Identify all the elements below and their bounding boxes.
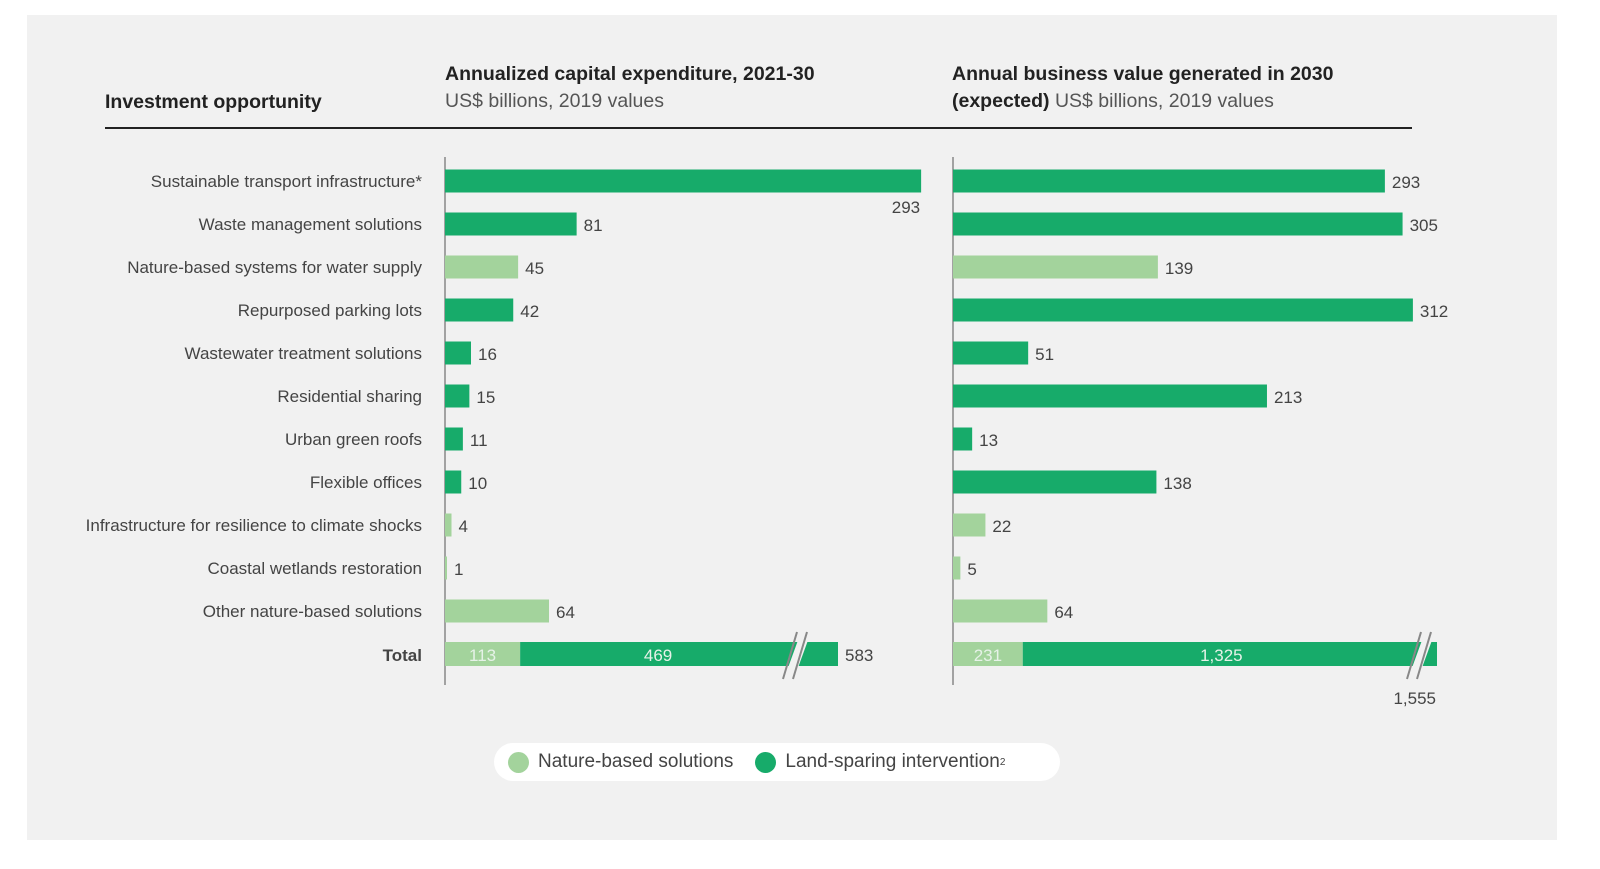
left-data-label: 42 <box>520 302 539 321</box>
legend: Nature-based solutions Land-sparing inte… <box>494 743 1060 781</box>
right-bar <box>953 599 1048 623</box>
category-label: Wastewater treatment solutions <box>185 344 422 363</box>
right-data-label: 22 <box>992 517 1011 536</box>
right-total-nature-label: 231 <box>974 646 1002 665</box>
right-chart-title: Annual business value generated in 2030 <box>952 63 1334 85</box>
legend-item-nature: Nature-based solutions <box>508 751 733 773</box>
legend-swatch-nature <box>508 751 529 773</box>
left-bar <box>445 212 577 236</box>
right-data-label: 139 <box>1165 259 1193 278</box>
category-label: Flexible offices <box>310 473 422 492</box>
right-total-nature-bar <box>953 642 1023 666</box>
left-data-label: 4 <box>459 517 468 536</box>
left-chart-header: Annualized capital expenditure, 2021-30 … <box>445 61 815 115</box>
left-bar <box>445 599 549 623</box>
right-bar <box>953 298 1413 322</box>
right-total-land-label: 1,325 <box>1200 646 1243 665</box>
right-bar <box>953 470 1157 494</box>
right-chart-subtitle: US$ billions, 2019 values <box>1054 90 1274 112</box>
category-label: Nature-based systems for water supply <box>127 258 422 277</box>
left-bar <box>445 169 922 193</box>
right-data-label: 51 <box>1035 345 1054 364</box>
left-data-label: 64 <box>556 603 575 622</box>
left-bar <box>445 255 519 279</box>
left-data-label: 1 <box>454 560 463 579</box>
left-bar <box>445 556 447 580</box>
right-bar <box>953 341 1029 365</box>
category-label: Other nature-based solutions <box>203 602 422 621</box>
row-header: Investment opportunity <box>105 91 322 113</box>
left-bar <box>445 470 462 494</box>
right-chart-title-cont: (expected) <box>952 90 1050 112</box>
right-total-sum-label: 1,555 <box>1393 689 1436 708</box>
right-data-label: 213 <box>1274 388 1302 407</box>
left-data-label: 45 <box>525 259 544 278</box>
right-bar <box>953 384 1267 408</box>
legend-label-nature: Nature-based solutions <box>538 751 734 772</box>
left-bar <box>445 427 463 451</box>
left-total-nature-label: 113 <box>469 646 496 665</box>
right-data-label: 293 <box>1392 173 1420 192</box>
left-bar <box>445 513 452 537</box>
left-data-label: 293 <box>892 198 920 217</box>
left-total-nature-bar <box>445 642 521 666</box>
right-bar <box>953 255 1158 279</box>
left-total-land-bar <box>520 642 838 666</box>
right-bar <box>953 169 1385 193</box>
right-bar <box>953 212 1403 236</box>
right-bar <box>953 427 973 451</box>
category-label: Repurposed parking lots <box>238 301 422 320</box>
category-label: Coastal wetlands restoration <box>207 559 422 578</box>
left-data-label: 11 <box>470 431 488 450</box>
right-axis-break-mark <box>1416 631 1432 680</box>
left-chart-subtitle: US$ billions, 2019 values <box>445 90 664 112</box>
right-data-label: 312 <box>1420 302 1448 321</box>
left-bar <box>445 384 470 408</box>
left-bar <box>445 341 471 365</box>
category-label: Waste management solutions <box>199 215 422 234</box>
right-data-label: 13 <box>979 431 998 450</box>
right-data-label: 64 <box>1054 603 1073 622</box>
left-total-sum-label: 583 <box>845 646 873 665</box>
category-label: Sustainable transport infrastructure* <box>151 172 423 191</box>
left-data-label: 16 <box>478 345 497 364</box>
right-bar <box>953 513 986 537</box>
legend-item-land: Land-sparing intervention 2 <box>755 751 1005 773</box>
right-bar <box>953 556 961 580</box>
left-data-label: 10 <box>468 474 487 493</box>
total-label: Total <box>383 646 422 665</box>
left-axis-break-mark <box>792 631 808 680</box>
right-axis-break-mark <box>1406 631 1422 680</box>
legend-footnote: 2 <box>999 756 1006 768</box>
header-rule <box>105 127 1412 129</box>
left-total-land-label: 469 <box>644 646 672 665</box>
legend-swatch-land <box>755 751 777 773</box>
right-data-label: 5 <box>967 560 976 579</box>
category-label: Residential sharing <box>277 387 422 406</box>
left-bar <box>445 298 514 322</box>
left-axis-break-mark <box>782 631 798 680</box>
category-label: Urban green roofs <box>285 430 422 449</box>
right-data-label: 138 <box>1163 474 1191 493</box>
right-total-land-bar <box>1022 642 1437 666</box>
left-data-label: 15 <box>476 388 495 407</box>
right-data-label: 305 <box>1410 216 1438 235</box>
category-label: Infrastructure for resilience to climate… <box>86 516 422 535</box>
left-data-label: 81 <box>584 216 603 235</box>
right-chart-header: Annual business value generated in 2030 … <box>952 61 1333 115</box>
legend-label-land: Land-sparing intervention <box>785 751 1000 772</box>
chart-panel <box>27 15 1557 840</box>
left-chart-title: Annualized capital expenditure, 2021-30 <box>445 63 815 85</box>
